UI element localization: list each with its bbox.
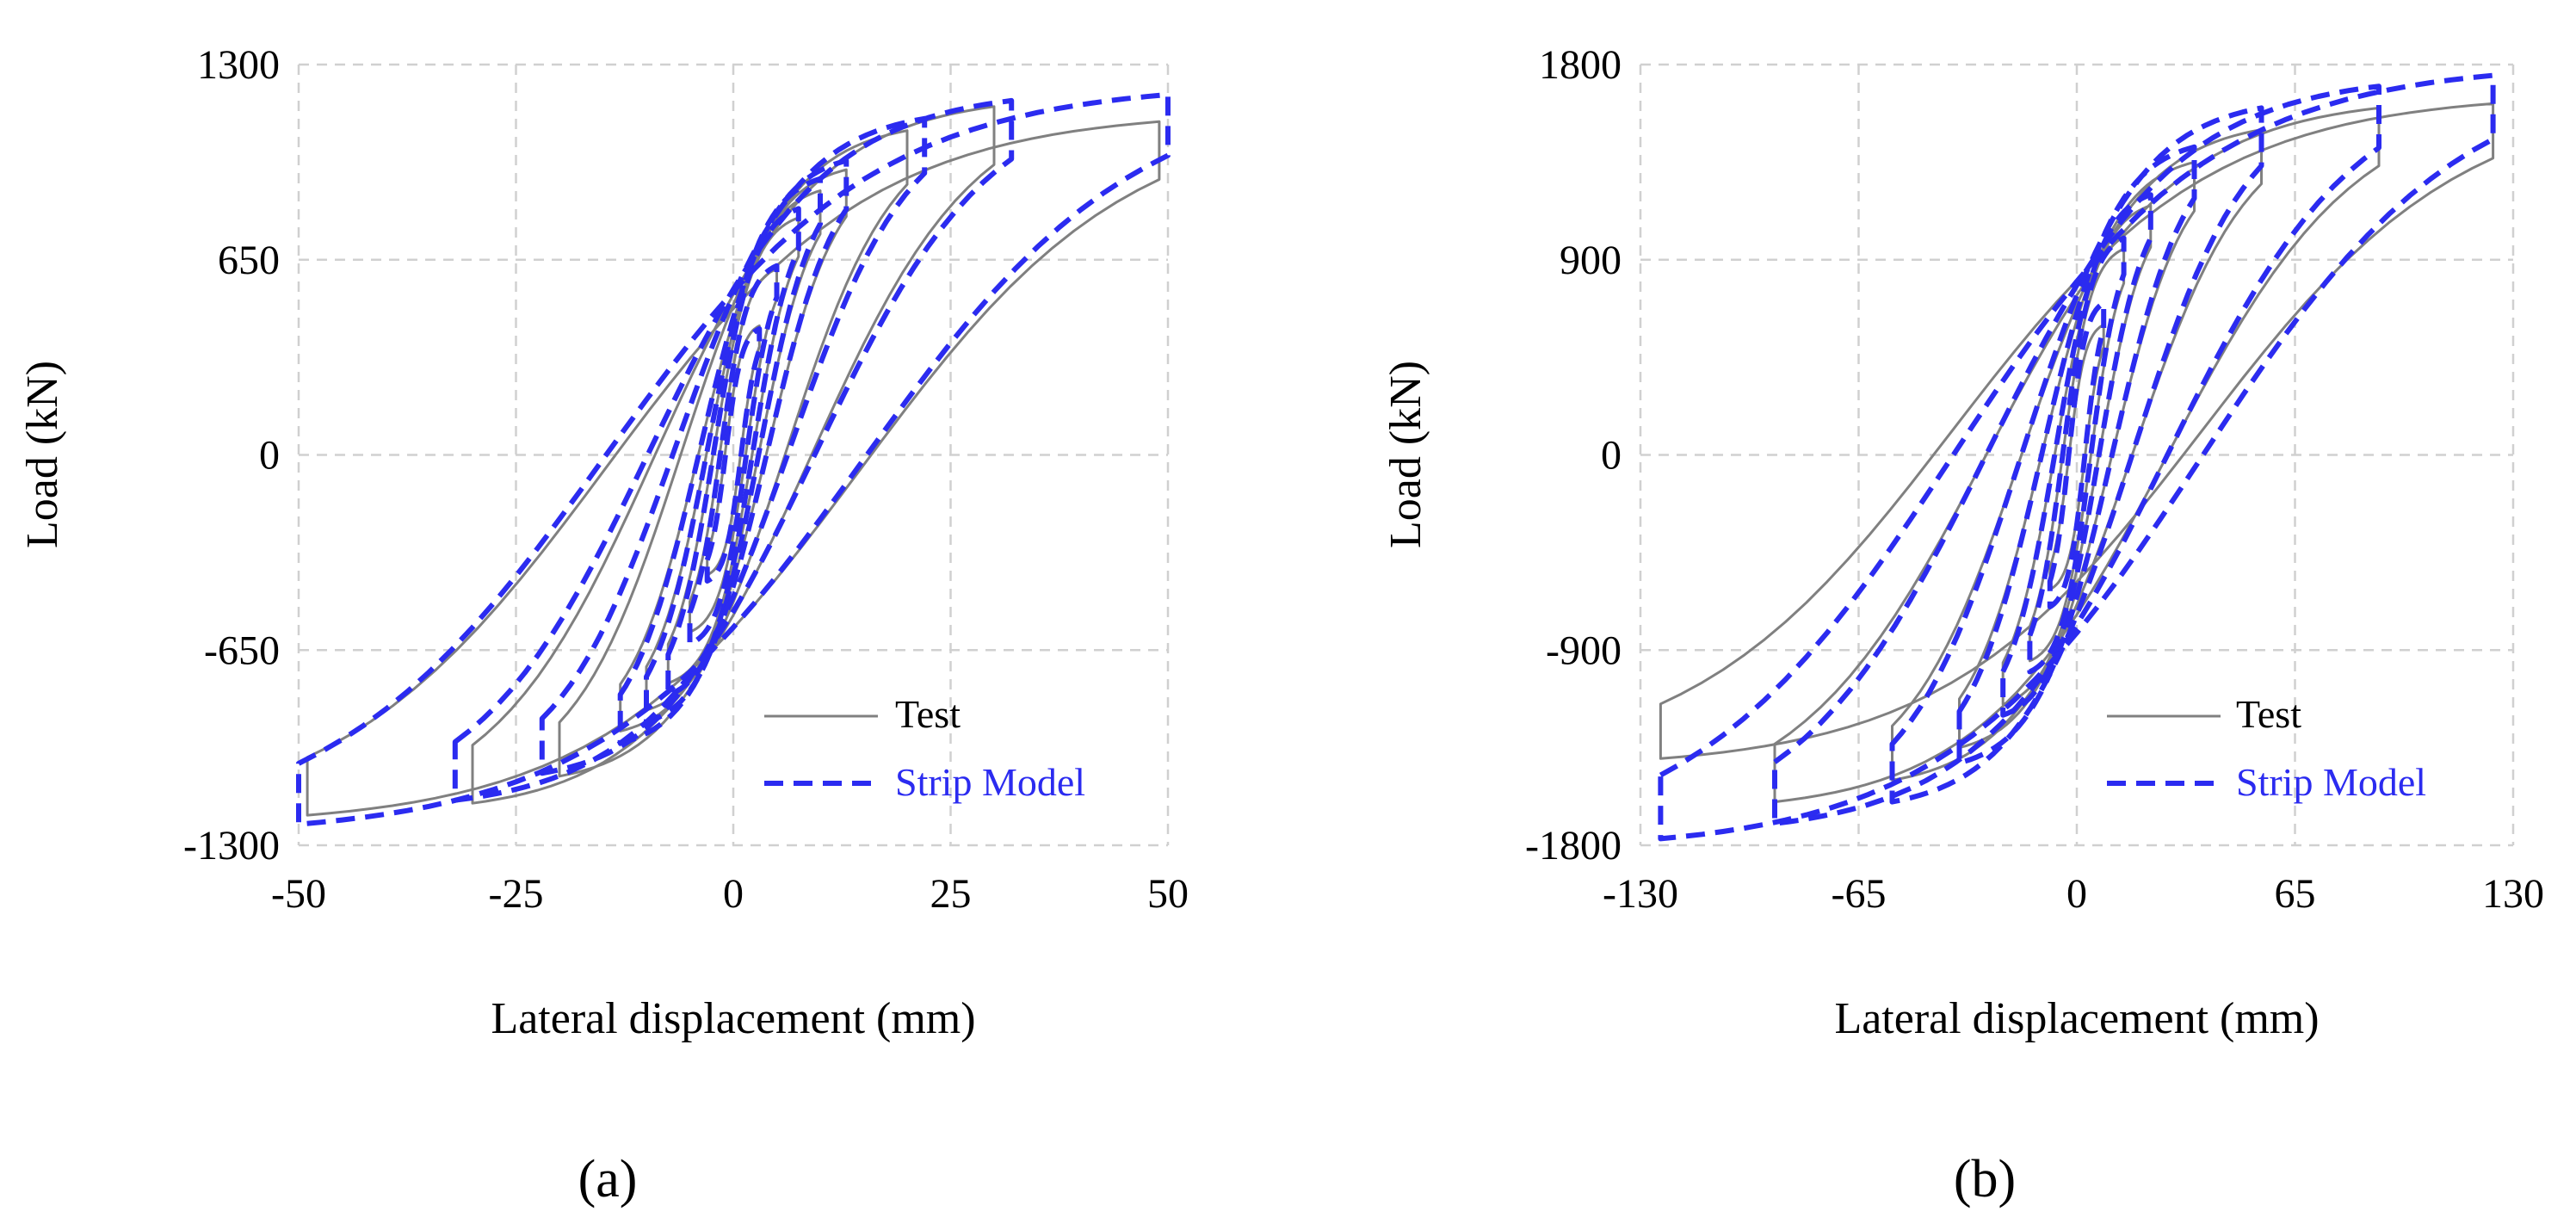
series-strip-model-cycle	[617, 158, 849, 746]
y-tick-label: 0	[1601, 433, 1622, 479]
chart-a-xlabel: Lateral displacement (mm)	[491, 994, 975, 1043]
series-test-cycle	[1659, 102, 2495, 760]
series-strip-model-cycle	[1658, 72, 2496, 842]
chart-b-legend: Test Strip Model	[2107, 692, 2426, 804]
y-tick-label: 650	[218, 238, 280, 283]
y-tick-label: -650	[204, 627, 280, 673]
x-tick-label: -130	[1603, 871, 1678, 917]
legend-label-model: Strip Model	[2236, 760, 2426, 804]
x-tick-label: 130	[2482, 871, 2544, 917]
chart-b-plot	[1658, 72, 2496, 842]
chart-a-plot	[296, 91, 1171, 827]
chart-b-ylabel: Load (kN)	[1381, 361, 1430, 548]
panel-label-b: (b)	[1954, 1150, 2016, 1209]
chart-a-grid	[297, 63, 1170, 847]
series-strip-model-cycle	[539, 115, 928, 776]
series-strip-model-cycle	[2047, 300, 2107, 609]
y-tick-label: -900	[1546, 627, 1622, 673]
panel-label-a: (a)	[578, 1150, 638, 1209]
y-tick-label: -1800	[1525, 823, 1622, 869]
chart-b-xlabel: Lateral displacement (mm)	[1834, 994, 2319, 1043]
series-strip-model-cycle	[704, 326, 763, 584]
series-strip-model-cycle	[1772, 83, 2381, 826]
x-tick-label: 0	[2066, 871, 2087, 917]
chart-b-grid	[1639, 63, 2515, 847]
series-test-cycle	[306, 120, 1161, 817]
chart-a-ylabel: Load (kN)	[18, 361, 67, 548]
chart-a-legend: Test Strip Model	[764, 692, 1085, 804]
series-strip-model-cycle	[2027, 235, 2127, 675]
x-tick-label: -65	[1832, 871, 1887, 917]
x-tick-label: 65	[2275, 871, 2316, 917]
y-tick-label: 1300	[197, 42, 280, 88]
x-tick-label: -50	[271, 871, 326, 917]
legend-label-model: Strip Model	[895, 760, 1085, 804]
y-tick-label: 900	[1560, 238, 1622, 283]
chart-b: -130 -65 0 65 130 -1800 -900 0 900 1800 Test Stri…	[1381, 42, 2544, 1209]
series-strip-model-cycle	[452, 97, 1015, 803]
x-tick-label: 25	[930, 871, 972, 917]
series-test-cycle	[666, 216, 800, 685]
legend-label-test: Test	[895, 692, 961, 736]
legend-label-test: Test	[2236, 692, 2301, 736]
series-test-cycle	[706, 325, 761, 577]
y-tick-label: 1800	[1539, 42, 1622, 88]
chart-a: -50 -25 0 25 50 -1300 -650 0 650 1300 Test Strip …	[18, 42, 1189, 1209]
series-strip-model-cycle	[296, 91, 1171, 827]
series-strip-model-cycle	[1889, 105, 2264, 805]
chart-b-ticks: -130 -65 0 65 130 -1800 -900 0 900 1800	[1525, 42, 2544, 917]
x-tick-label: -25	[489, 871, 544, 917]
series-strip-model-cycle	[644, 176, 823, 725]
x-tick-label: 50	[1147, 871, 1189, 917]
chart-a-ticks: -50 -25 0 25 50 -1300 -650 0 650 1300	[183, 42, 1189, 917]
y-tick-label: 0	[259, 433, 280, 479]
series-strip-model-cycle	[687, 263, 780, 647]
x-tick-label: 0	[723, 871, 744, 917]
y-tick-label: -1300	[183, 823, 280, 869]
